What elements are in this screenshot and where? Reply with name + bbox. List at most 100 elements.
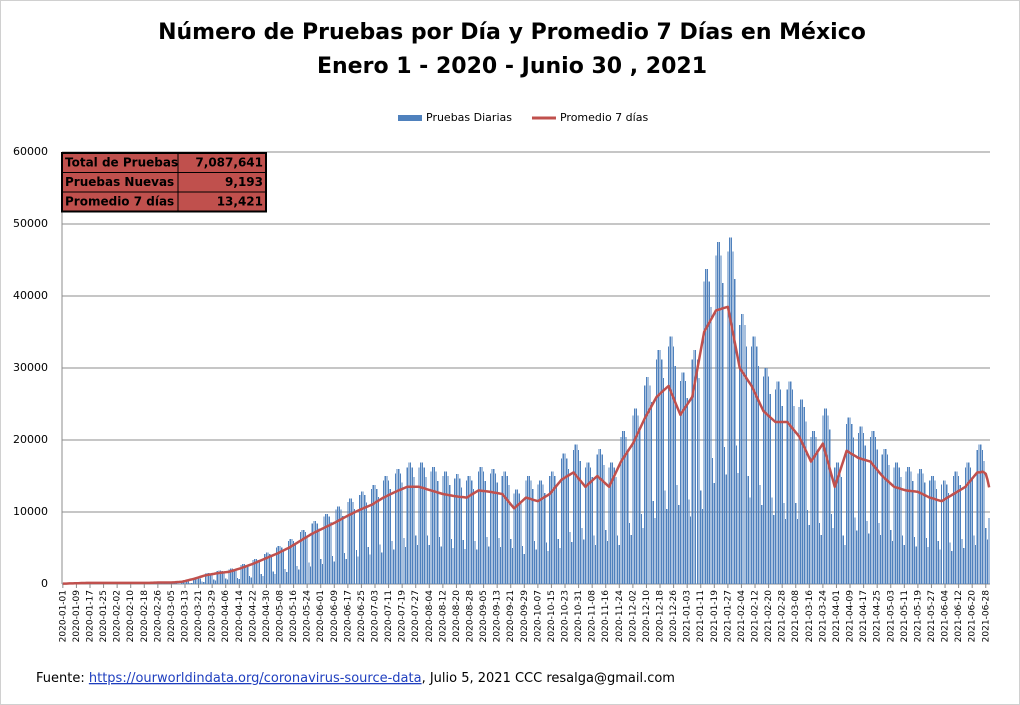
bar <box>776 381 778 584</box>
x-tick-label: 2020-03-13 <box>180 590 190 642</box>
bar <box>435 471 437 584</box>
bar <box>622 431 624 584</box>
bar <box>876 449 878 584</box>
x-tick-label: 2020-05-16 <box>289 590 299 643</box>
bar <box>805 421 807 584</box>
bar <box>404 547 407 584</box>
bar <box>386 476 388 584</box>
bar <box>744 324 746 584</box>
x-tick-label: 2021-02-20 <box>764 590 774 643</box>
bar <box>757 366 760 584</box>
bar <box>211 574 213 584</box>
bar <box>243 564 245 584</box>
bar <box>846 424 848 584</box>
x-tick-label: 2020-09-05 <box>479 590 489 642</box>
bar <box>783 503 785 584</box>
legend-swatch <box>398 115 422 121</box>
bar <box>187 581 189 584</box>
bar <box>213 579 215 584</box>
bar <box>885 449 887 584</box>
bar <box>561 458 563 584</box>
bar <box>890 530 892 584</box>
x-tick-label: 2020-01-17 <box>85 590 95 642</box>
bar <box>350 498 352 584</box>
bar <box>689 516 692 584</box>
bar <box>927 547 929 584</box>
bar <box>710 306 712 584</box>
bar <box>260 573 262 584</box>
x-tick-label: 2020-10-23 <box>561 590 571 642</box>
bar <box>559 548 561 584</box>
bar <box>956 471 958 584</box>
bar <box>893 467 895 584</box>
bar <box>974 545 977 584</box>
bar <box>469 476 471 584</box>
x-tick-label: 2020-07-03 <box>371 590 381 642</box>
bar <box>272 571 274 584</box>
chart-title: Número de Pruebas por Día y Promedio 7 D… <box>158 20 866 45</box>
bar <box>416 545 419 584</box>
bar <box>662 378 665 584</box>
bar <box>728 237 731 585</box>
x-tick-label: 2021-05-03 <box>886 590 896 642</box>
bar <box>679 380 681 584</box>
x-tick-label: 2020-01-01 <box>58 590 68 642</box>
bar <box>474 540 476 584</box>
source-link[interactable]: https://ourworldindata.org/coronavirus-s… <box>89 671 422 686</box>
bar <box>315 521 317 584</box>
bar <box>221 571 223 584</box>
x-tick-label: 2021-02-04 <box>737 590 747 643</box>
bar <box>900 477 902 584</box>
bar <box>427 535 429 584</box>
bar <box>796 519 799 584</box>
bar <box>910 471 912 584</box>
bar <box>382 480 385 584</box>
bar <box>430 471 432 584</box>
bar <box>191 583 193 584</box>
x-tick-label: 2020-03-05 <box>167 590 177 642</box>
bar <box>784 519 787 584</box>
bar <box>203 581 205 584</box>
bar <box>947 492 950 584</box>
y-tick-label: 40000 <box>13 289 48 302</box>
bar <box>505 471 507 584</box>
bar <box>253 558 256 584</box>
bar <box>381 552 383 584</box>
bar <box>620 437 622 584</box>
bar <box>913 537 916 584</box>
bar <box>922 473 924 584</box>
x-tick-label: 2020-07-11 <box>384 590 394 642</box>
bar <box>895 462 897 584</box>
bar <box>194 577 196 584</box>
bar <box>781 405 783 584</box>
bar <box>201 581 203 584</box>
bar <box>552 471 554 584</box>
bar <box>340 509 342 584</box>
bar <box>255 558 257 584</box>
bar <box>688 499 690 584</box>
bar <box>528 476 530 584</box>
bar <box>722 283 724 584</box>
bar <box>265 552 268 584</box>
bar <box>301 530 303 584</box>
bar <box>569 531 571 584</box>
bar <box>654 517 656 584</box>
bar <box>335 509 337 584</box>
bar <box>686 397 688 584</box>
bar <box>815 437 817 584</box>
bar <box>605 530 607 584</box>
bar <box>873 431 875 584</box>
bar <box>281 547 283 584</box>
bar <box>387 480 390 584</box>
bar <box>754 336 756 584</box>
bar <box>209 573 212 584</box>
bar <box>214 580 217 584</box>
bar <box>389 488 391 584</box>
x-tick-label: 2021-04-09 <box>846 590 856 643</box>
bar <box>432 467 434 584</box>
bar <box>762 376 765 584</box>
bar <box>623 431 625 584</box>
x-tick-label: 2020-09-13 <box>493 590 503 642</box>
bar <box>888 465 890 584</box>
bar <box>908 467 911 584</box>
